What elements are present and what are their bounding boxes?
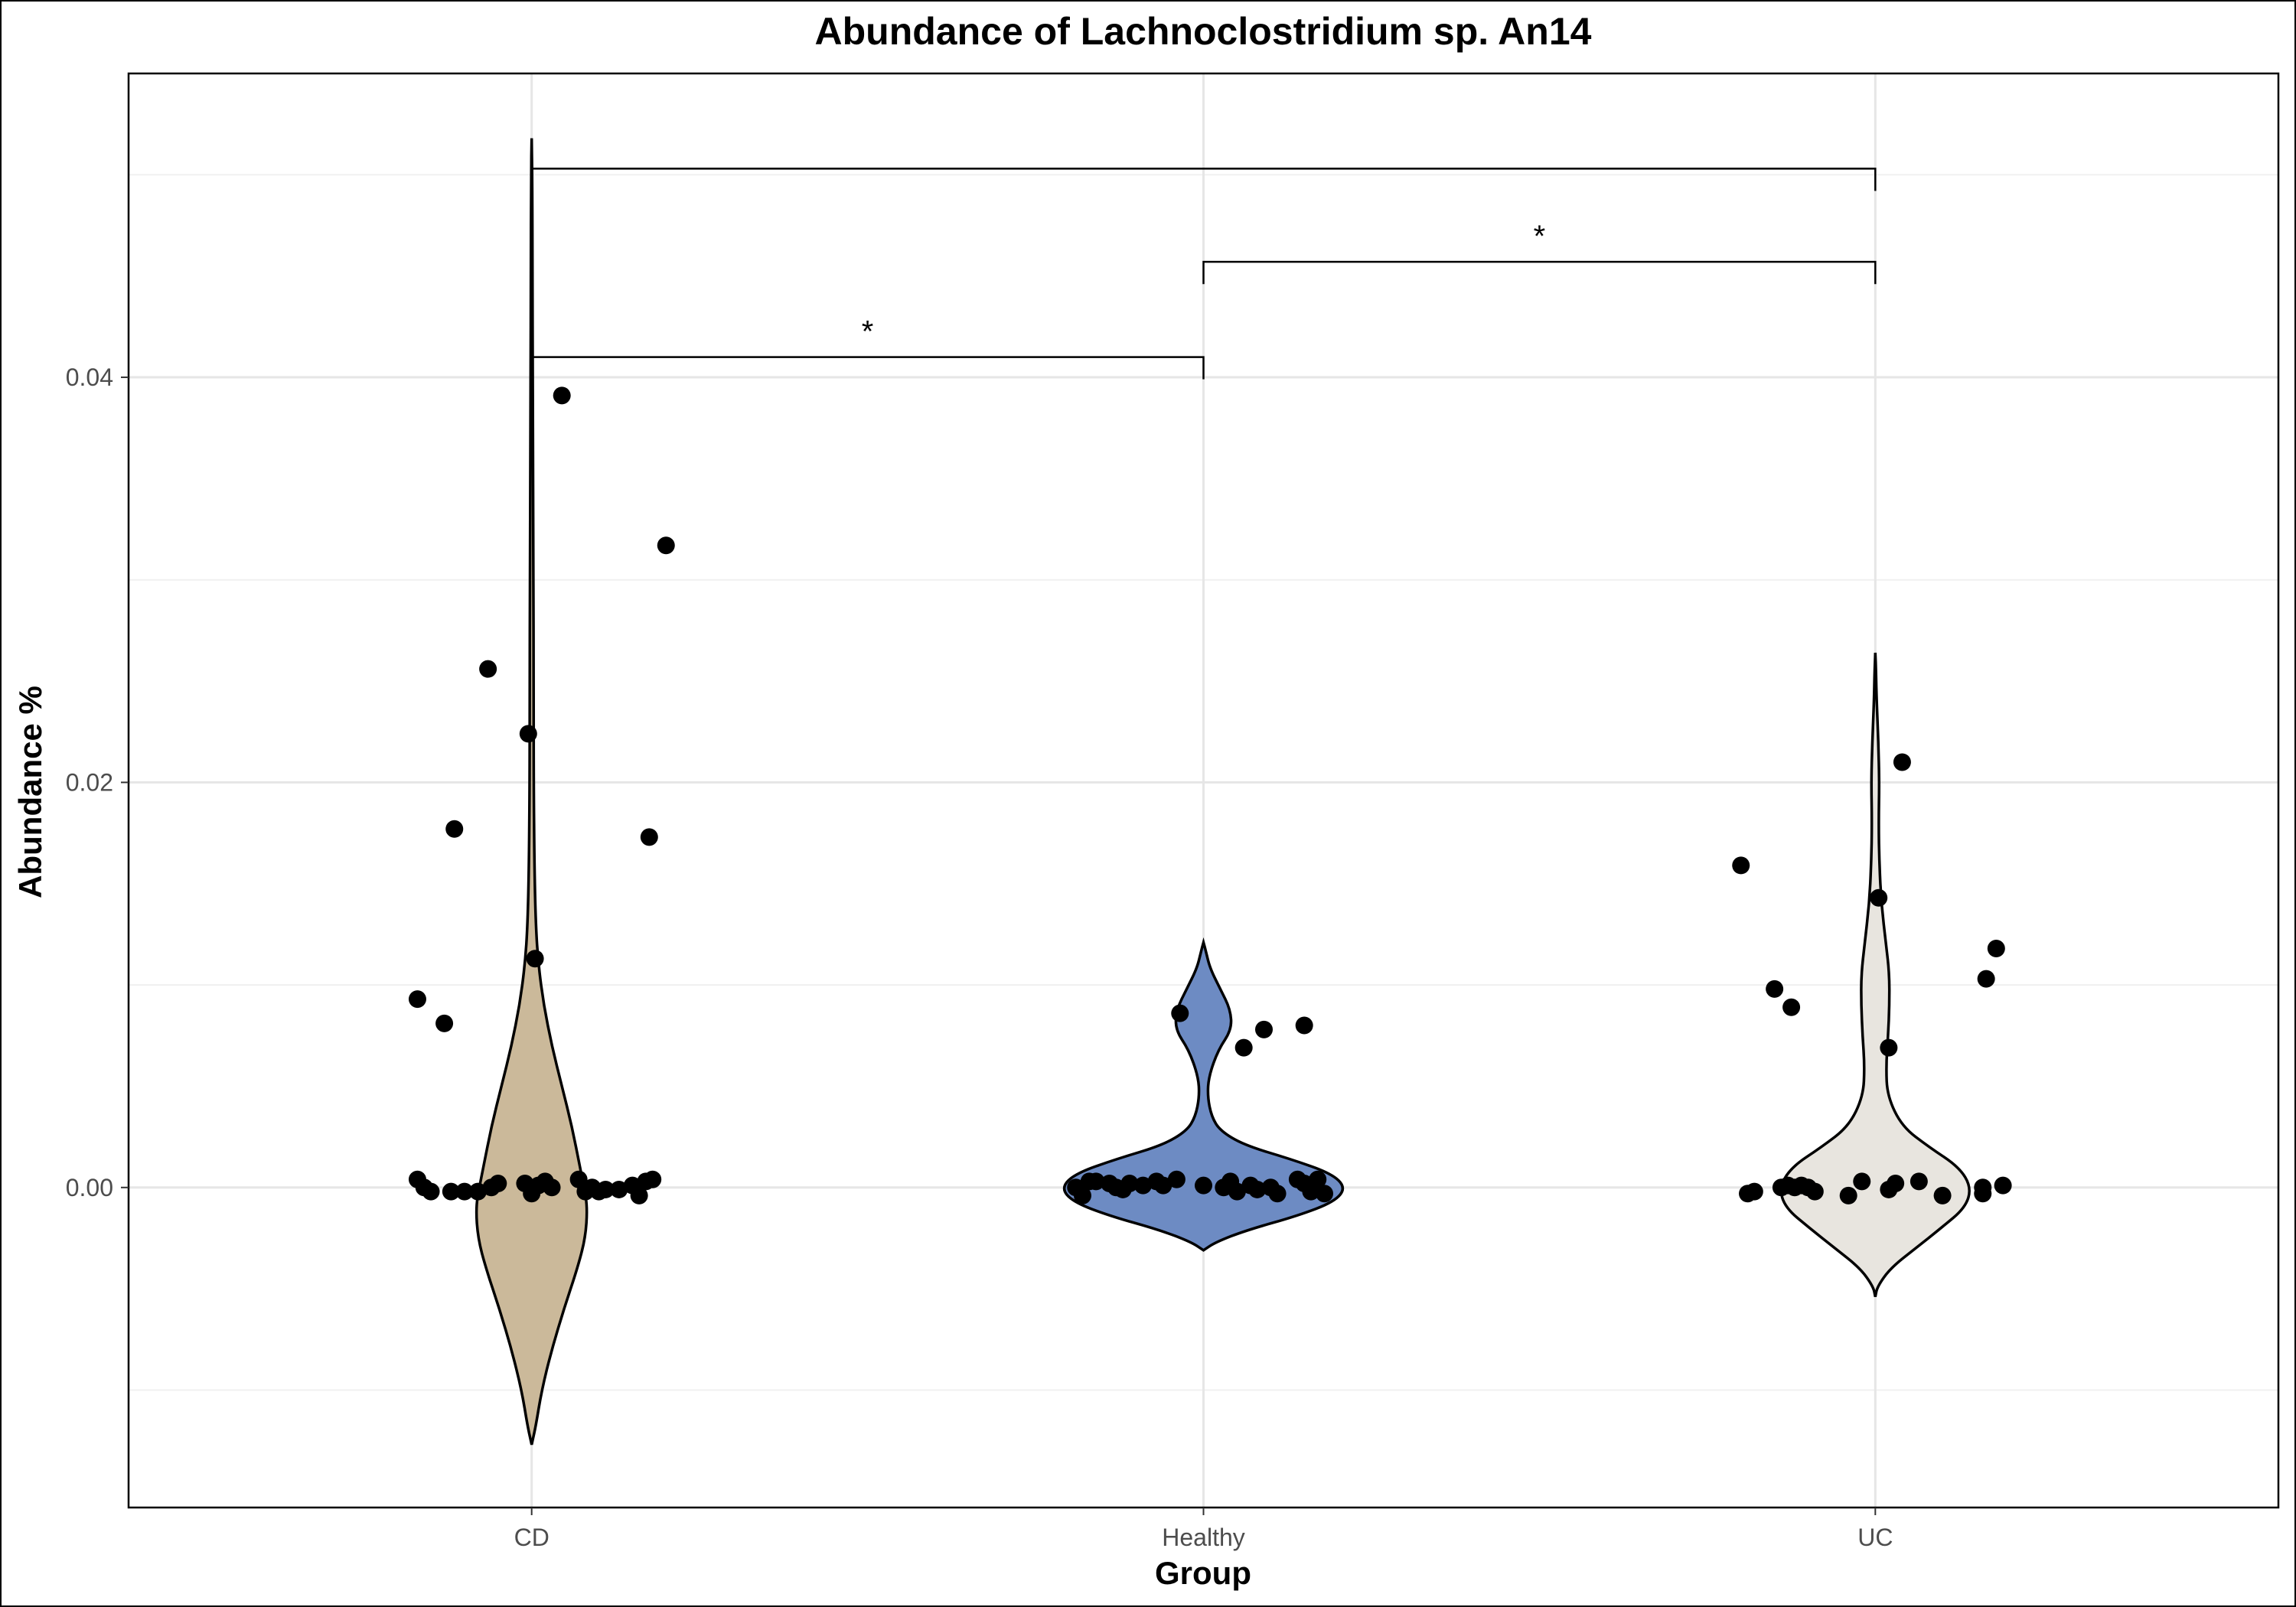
data-point [1994,1176,2012,1195]
x-axis-title: Group [1155,1555,1251,1591]
violin-uc [1779,652,1971,1298]
data-point [543,1178,561,1197]
violin-cd [475,138,589,1446]
significance-label: * [862,315,874,349]
x-tick-label: UC [1857,1524,1893,1551]
data-point [1870,888,1888,907]
data-point [1309,1170,1327,1188]
data-point [1880,1038,1898,1057]
y-tick-label: 0.04 [66,363,113,391]
y-tick-label: 0.00 [66,1174,113,1201]
data-point [1782,998,1801,1016]
data-point [1893,753,1911,771]
significance-brackets: ** [530,168,1877,380]
data-point [479,660,497,678]
x-tick-label: CD [514,1524,550,1551]
data-point [1133,1176,1152,1195]
data-point [1732,856,1750,875]
data-point [526,950,544,968]
data-point [657,536,675,555]
data-points [408,386,2012,1204]
data-point [1933,1186,1952,1204]
grid-lines [129,73,2278,1508]
data-point [442,1182,460,1201]
data-point [1268,1185,1287,1203]
data-point [1805,1182,1824,1201]
data-point [610,1180,628,1198]
data-point [1073,1186,1091,1204]
data-point [1248,1180,1267,1198]
significance-bracket [1202,260,1877,285]
data-point [1316,1185,1334,1203]
violin-healthy [1062,937,1345,1252]
data-point [630,1186,648,1204]
data-point [445,820,464,838]
y-axis-title: Abundance % [12,686,48,898]
y-tick-label: 0.02 [66,768,113,796]
data-point [1977,970,1995,988]
data-point [1120,1174,1139,1192]
chart-title: Abundance of Lachnoclostridium sp. An14 [815,10,1592,53]
data-point [1839,1186,1857,1204]
data-point [1295,1016,1313,1035]
data-point [1987,939,2005,957]
data-point [553,386,571,405]
data-point [1766,980,1784,998]
data-point [1887,1174,1905,1192]
data-point [408,990,426,1009]
data-point [1228,1182,1246,1201]
data-point [644,1170,662,1188]
significance-label: * [1534,220,1546,253]
data-point [455,1182,474,1201]
data-point [1234,1038,1253,1057]
significance-bracket [530,168,1877,191]
data-point [1745,1182,1763,1201]
data-point [1167,1170,1186,1188]
data-point [435,1014,454,1032]
significance-bracket [530,356,1205,380]
violins [475,138,1971,1446]
data-point [1195,1176,1212,1195]
data-point [519,725,537,743]
data-point [422,1182,440,1201]
data-point [489,1174,507,1192]
data-point [1171,1004,1189,1022]
axis-ticks: 0.00 0.02 0.04 CD Healthy UC [66,363,1893,1551]
data-point [468,1182,487,1201]
data-point [640,828,658,846]
x-tick-label: Healthy [1162,1524,1245,1551]
data-point [1974,1185,1992,1203]
data-point [1910,1172,1928,1191]
data-point [1087,1172,1105,1191]
data-point [1154,1176,1172,1195]
data-point [1853,1172,1871,1191]
data-point [596,1180,615,1198]
data-point [1255,1020,1274,1038]
